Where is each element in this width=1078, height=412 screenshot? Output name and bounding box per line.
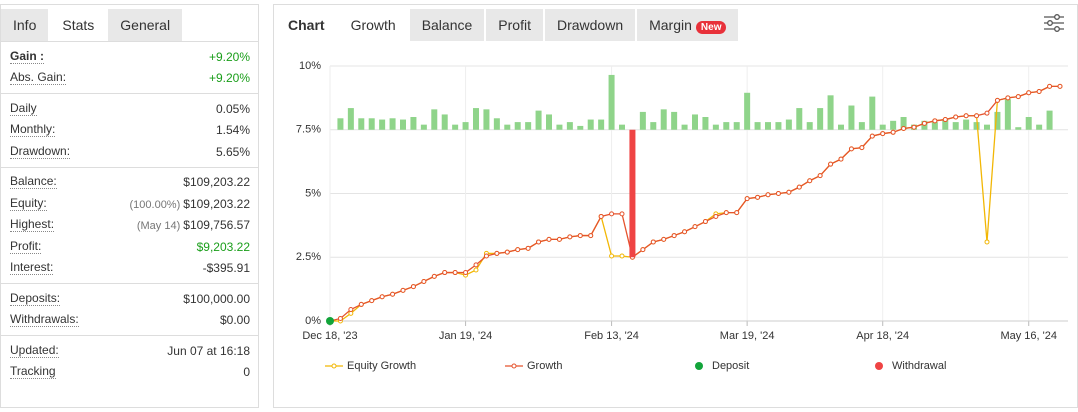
stats-group: Balance: $109,203.22 Equity: (100.00%) $109,… xyxy=(1,166,258,284)
stat-value-wrap: 5.65% xyxy=(216,145,250,159)
tab-label: Margin xyxy=(649,17,692,33)
stats-row: Profit: $9,203.22 xyxy=(1,236,258,258)
stat-label: Monthly: xyxy=(10,122,56,138)
stats-row: Gain : +9.20% xyxy=(1,46,258,68)
stat-value: Jun 07 at 16:18 xyxy=(167,343,250,358)
stats-row: Tracking 0 xyxy=(1,362,258,384)
stat-value-wrap: 0.05% xyxy=(216,102,250,116)
tab-label: Info xyxy=(13,17,37,33)
stat-value: -$395.91 xyxy=(202,261,250,276)
stats-panel: Info Stats General Gain : +9.20% Abs. Gain: +… xyxy=(0,4,259,408)
tab[interactable]: Growth xyxy=(338,9,408,41)
stats-group: Daily 0.05% Monthly: 1.54% Drawdown: 5.65% xyxy=(1,93,258,167)
stats-row: Abs. Gain: +9.20% xyxy=(1,68,258,90)
stats-row: Equity: (100.00%) $109,203.22 xyxy=(1,193,258,215)
tab-label: Balance xyxy=(421,17,473,33)
stat-value-wrap: +9.20% xyxy=(209,71,250,85)
tab[interactable]: Chart xyxy=(276,9,337,41)
stat-value: 5.65% xyxy=(215,144,250,159)
tab[interactable]: Profit xyxy=(486,9,543,41)
stat-value: $9,203.22 xyxy=(196,239,250,254)
tab-label: Stats xyxy=(62,17,95,33)
stat-value: +9.20% xyxy=(208,71,250,86)
tab-label: Drawdown xyxy=(556,17,624,33)
stats-row: Daily 0.05% xyxy=(1,98,258,120)
stat-label: Abs. Gain: xyxy=(10,70,67,86)
stat-note: (May 14) xyxy=(136,220,181,233)
tab-label: Growth xyxy=(350,17,396,33)
stats-table: Gain : +9.20% Abs. Gain: +9.20% Daily 0.05% Mo… xyxy=(1,41,258,387)
tab[interactable]: Drawdown xyxy=(544,9,636,41)
stat-value: 0 xyxy=(243,365,250,380)
stat-value-wrap: $109,203.22 xyxy=(183,175,250,189)
stat-label: Balance: xyxy=(10,174,57,190)
stat-value-wrap: -$395.91 xyxy=(203,261,250,275)
stat-value-wrap: Jun 07 at 16:18 xyxy=(167,344,250,358)
tab-bar: Chart Growth Balance Profit Drawdown Margin Ne… xyxy=(274,5,1077,41)
stat-label: Deposits: xyxy=(10,290,61,306)
stat-value: $100,000.00 xyxy=(183,291,250,306)
stat-label: Tracking xyxy=(10,364,56,380)
tab-label: General xyxy=(120,17,171,33)
stat-value: 1.54% xyxy=(215,123,250,138)
stat-label: Profit: xyxy=(10,238,42,254)
stat-value-wrap: $100,000.00 xyxy=(183,292,250,306)
tab[interactable]: Margin New xyxy=(637,9,739,41)
stat-value: +9.20% xyxy=(208,49,250,64)
stat-value-wrap: (100.00%) $109,203.22 xyxy=(130,197,251,211)
stat-value-wrap: (May 14) $109,756.57 xyxy=(137,218,250,232)
stat-value-wrap: $0.00 xyxy=(220,313,250,327)
stat-label: Interest: xyxy=(10,260,54,276)
stat-value: $109,203.22 xyxy=(183,196,250,211)
stat-label: Highest: xyxy=(10,217,55,233)
tab-label: Profit xyxy=(498,17,531,33)
stat-label: Updated: xyxy=(10,342,59,358)
stat-value: $109,203.22 xyxy=(183,175,250,190)
stat-label: Daily xyxy=(10,100,37,116)
stats-row: Withdrawals: $0.00 xyxy=(1,310,258,332)
stat-value-wrap: +9.20% xyxy=(209,50,250,64)
stat-label: Drawdown: xyxy=(10,143,71,159)
tab[interactable]: Info xyxy=(1,9,49,41)
stat-value-wrap: $9,203.22 xyxy=(197,240,250,254)
stat-value: $109,756.57 xyxy=(183,218,250,233)
stat-value: 0.05% xyxy=(215,101,250,116)
stat-label: Equity: xyxy=(10,195,47,211)
tab[interactable]: General xyxy=(108,9,183,41)
stats-group: Gain : +9.20% Abs. Gain: +9.20% xyxy=(1,41,258,93)
stats-group: Deposits: $100,000.00 Withdrawals: $0.00 xyxy=(1,283,258,335)
stats-row: Monthly: 1.54% xyxy=(1,120,258,142)
stat-value: $0.00 xyxy=(219,313,250,328)
stats-group: Updated: Jun 07 at 16:18 Tracking 0 xyxy=(1,335,258,387)
stats-row: Deposits: $100,000.00 xyxy=(1,288,258,310)
tab[interactable]: Stats xyxy=(50,9,107,41)
tab-bar: Info Stats General xyxy=(1,5,258,41)
stat-value-wrap: 1.54% xyxy=(216,123,250,137)
stat-label: Withdrawals: xyxy=(10,312,79,328)
tab[interactable]: Balance xyxy=(409,9,485,41)
stats-row: Drawdown: 5.65% xyxy=(1,141,258,163)
stats-row: Balance: $109,203.22 xyxy=(1,172,258,194)
stat-note: (100.00%) xyxy=(129,198,181,211)
settings-icon[interactable] xyxy=(1043,13,1065,33)
stats-row: Interest: -$395.91 xyxy=(1,258,258,280)
stats-row: Highest: (May 14) $109,756.57 xyxy=(1,215,258,237)
stat-value-wrap: 0 xyxy=(243,365,250,379)
chart-panel: Chart Growth Balance Profit Drawdown Margin Ne… xyxy=(273,4,1078,408)
badge: New xyxy=(695,21,727,34)
stats-row: Updated: Jun 07 at 16:18 xyxy=(1,340,258,362)
tab-label: Chart xyxy=(288,17,325,33)
stat-label: Gain : xyxy=(10,48,45,64)
